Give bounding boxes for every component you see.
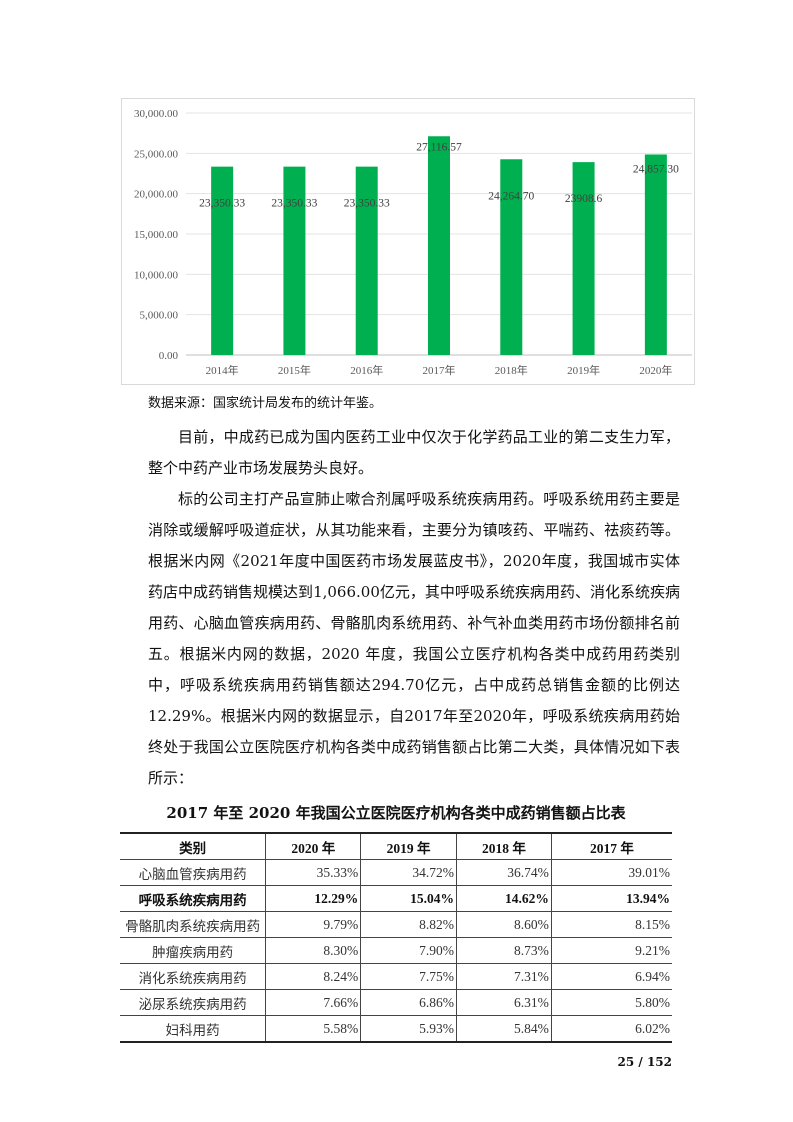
value-cell: 8.30%: [265, 937, 362, 964]
table-row: 心脑血管疾病用药 35.33% 34.72% 36.74% 39.01%: [120, 859, 672, 886]
data-label: 23,350.33: [344, 198, 390, 210]
value-cell: 6.02%: [550, 1015, 672, 1043]
column-header: 2018 年: [456, 832, 552, 860]
x-tick-label: 2019年: [567, 363, 600, 377]
data-label: 24,264.70: [488, 190, 534, 202]
x-tick-label: 2018年: [495, 363, 528, 377]
category-cell: 心脑血管疾病用药: [120, 859, 267, 886]
column-header: 2019 年: [360, 832, 458, 860]
bar: [283, 166, 306, 355]
market-share-table: 类别 2020 年 2019 年 2018 年 2017 年 心脑血管疾病用药 35.33…: [120, 832, 672, 1043]
table-row: 泌尿系统疾病用药 7.66% 6.86% 6.31% 5.80%: [120, 989, 672, 1016]
value-cell: 7.90%: [360, 937, 458, 964]
data-label: 23908.6: [565, 193, 603, 205]
value-cell: 9.21%: [550, 937, 672, 964]
category-cell: 呼吸系统疾病用药: [120, 885, 267, 912]
table-header-row: 类别 2020 年 2019 年 2018 年 2017 年: [120, 832, 672, 860]
y-tick-label: 25,000.00: [134, 148, 179, 160]
y-tick-label: 0.00: [159, 350, 179, 362]
value-cell: 39.01%: [550, 859, 672, 886]
data-label: 27,116.57: [416, 141, 462, 153]
x-tick-label: 2015年: [278, 363, 311, 377]
category-cell: 肿瘤疾病用药: [120, 937, 267, 964]
table-title: 2017 年至 2020 年我国公立医院医疗机构各类中成药销售额占比表: [166, 804, 626, 822]
y-tick-label: 30,000.00: [134, 108, 179, 120]
column-header: 2020 年: [265, 832, 362, 860]
paragraph-2: 标的公司主打产品宣肺止嗽合剂属呼吸系统疾病用药。呼吸系统用药主要是消除或缓解呼吸…: [148, 490, 680, 787]
value-cell: 7.66%: [265, 989, 362, 1016]
bar: [500, 159, 523, 355]
table-row: 骨骼肌肉系统疾病用药 9.79% 8.82% 8.60% 8.15%: [120, 911, 672, 938]
bar-chart: 0.00 5,000.00 10,000.00 15,000.00 20,000.00 2…: [121, 98, 695, 385]
value-cell: 35.33%: [265, 859, 362, 886]
source-note: 数据来源：国家统计局发布的统计年鉴。: [148, 396, 383, 411]
data-label: 23,350.33: [271, 198, 317, 210]
bar: [211, 166, 234, 355]
body-flow: 数据来源：国家统计局发布的统计年鉴。 目前，中成药已成为国内医药工业中仅次于化学…: [120, 394, 680, 1069]
table-row: 肿瘤疾病用药 8.30% 7.90% 8.73% 9.21%: [120, 937, 672, 964]
value-cell: 7.75%: [360, 963, 458, 990]
y-tick-label: 10,000.00: [134, 269, 179, 281]
value-cell: 9.79%: [265, 911, 362, 938]
value-cell: 8.60%: [456, 911, 552, 938]
y-tick-label: 15,000.00: [134, 229, 179, 241]
value-cell: 34.72%: [360, 859, 458, 886]
data-label: 24,857.30: [633, 163, 679, 175]
bar: [644, 154, 667, 355]
page-number: 25 / 152: [617, 1055, 673, 1069]
table-row: 消化系统疾病用药 8.24% 7.75% 7.31% 6.94%: [120, 963, 672, 990]
value-cell: 7.31%: [456, 963, 552, 990]
value-cell: 6.86%: [360, 989, 458, 1016]
table-row: 妇科用药 5.58% 5.93% 5.84% 6.02%: [120, 1015, 672, 1043]
data-label: 23,350.33: [199, 198, 245, 210]
value-cell: 8.73%: [456, 937, 552, 964]
chart-canvas: 0.00 5,000.00 10,000.00 15,000.00 20,000.00 2…: [134, 108, 692, 377]
bar: [572, 162, 595, 355]
value-cell: 8.24%: [265, 963, 362, 990]
bar: [428, 136, 450, 355]
value-cell: 36.74%: [456, 859, 552, 886]
value-cell: 6.31%: [456, 989, 552, 1016]
y-tick-label: 20,000.00: [134, 189, 179, 201]
value-cell: 8.15%: [550, 911, 672, 938]
bar: [355, 166, 378, 355]
value-cell: 5.93%: [360, 1015, 458, 1043]
paragraph-1: 目前，中成药已成为国内医药工业中仅次于化学药品工业的第二支生力军，整个中药产业市…: [148, 428, 680, 477]
value-cell: 14.62%: [456, 885, 552, 912]
x-tick-label: 2016年: [350, 363, 383, 377]
value-cell: 12.29%: [265, 885, 362, 912]
y-tick-label: 5,000.00: [140, 310, 179, 322]
x-tick-label: 2020年: [639, 363, 672, 377]
column-header: 2017 年: [550, 832, 672, 860]
category-cell: 泌尿系统疾病用药: [120, 989, 267, 1016]
category-cell: 消化系统疾病用药: [120, 963, 267, 990]
value-cell: 15.04%: [360, 885, 458, 912]
value-cell: 13.94%: [550, 885, 672, 912]
category-cell: 妇科用药: [120, 1015, 267, 1043]
column-header: 类别: [120, 832, 267, 860]
table-row: 呼吸系统疾病用药 12.29% 15.04% 14.62% 13.94%: [120, 885, 672, 912]
value-cell: 8.82%: [360, 911, 458, 938]
x-tick-label: 2017年: [423, 363, 456, 377]
value-cell: 5.58%: [265, 1015, 362, 1043]
value-cell: 6.94%: [550, 963, 672, 990]
x-tick-label: 2014年: [206, 363, 239, 377]
category-cell: 骨骼肌肉系统疾病用药: [120, 911, 267, 938]
value-cell: 5.84%: [456, 1015, 552, 1043]
value-cell: 5.80%: [550, 989, 672, 1016]
